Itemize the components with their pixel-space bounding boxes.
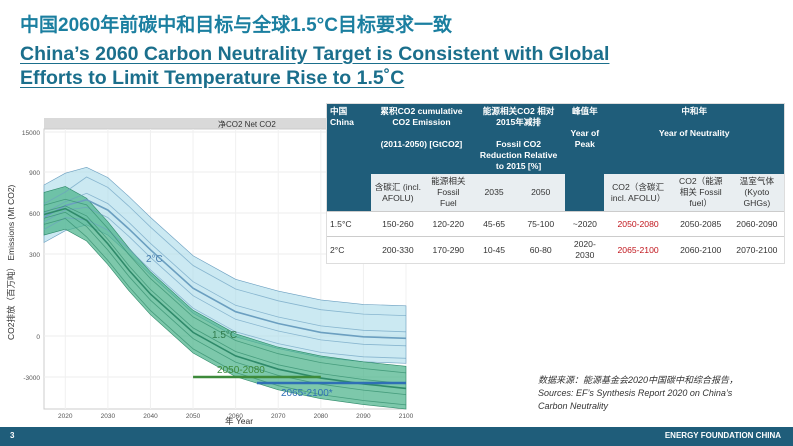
cell: 2070-2100	[729, 236, 784, 263]
y-tick-labels: 15000 900 600 300 0 -3000	[22, 130, 40, 382]
range-label: 2050-2080	[217, 365, 265, 376]
range-annotations: 2050-2080 2065-2100*	[193, 365, 406, 399]
line-2c	[43, 192, 407, 333]
th-blank	[565, 174, 605, 212]
x-tick-label: 2080	[314, 413, 329, 420]
page-number: 3	[10, 431, 15, 440]
y-tick-label: 900	[29, 170, 40, 177]
x-tick-label: 2020	[58, 413, 73, 420]
median-15c	[43, 207, 407, 390]
x-tick-label: 2100	[399, 413, 414, 420]
line-15c	[43, 205, 407, 385]
cell: 2060-2100	[671, 236, 730, 263]
median-2c	[43, 198, 407, 340]
title-chinese: 中国2060年前碳中和目标与全球1.5°C目标要求一致	[20, 15, 453, 36]
title-english-line2: Efforts to Limit Temperature Rise to 1.5…	[20, 67, 405, 89]
y-tick-label: -3000	[23, 375, 40, 382]
cell: ~2020	[565, 211, 605, 237]
line-2c	[43, 217, 407, 359]
x-tick-label: 2050	[186, 413, 201, 420]
x-tick-label: 2040	[143, 413, 158, 420]
th-sub: CO2（含碳汇 incl. AFOLU）	[604, 174, 672, 212]
cell: 1.5°C	[327, 211, 371, 237]
cell: 60-80	[516, 236, 566, 263]
x-tick-label: 2090	[356, 413, 371, 420]
table-row: 2°C 200-330 170-290 10-45 60-80 2020-203…	[327, 236, 784, 263]
org-name: ENERGY FOUNDATION CHINA	[664, 431, 781, 440]
x-tick-label: 2030	[101, 413, 116, 420]
cell: 2060-2090	[729, 211, 784, 237]
band-15c	[43, 186, 407, 410]
th-blank	[327, 174, 371, 212]
y-tick-label: 300	[29, 252, 40, 259]
scenario-bands	[43, 166, 407, 410]
range-label: 2065-2100*	[281, 388, 333, 399]
y-axis-label: CO2排放（百万吨） Emissions (Mt CO2)	[6, 184, 16, 340]
x-tick-label: 2060	[228, 413, 243, 420]
panel-label: 净CO2 Net CO2	[218, 119, 276, 129]
label-15c: 1.5°C	[212, 330, 237, 341]
cell: 10-45	[471, 236, 517, 263]
source-line: Sources: EF’s Synthesis Report 2020 on C…	[538, 388, 733, 398]
cell: 2°C	[327, 236, 371, 263]
cell-highlight: 2065-2100	[604, 236, 672, 263]
title-english: China’s 2060 Carbon Neutrality Target is…	[20, 42, 700, 90]
cell: 120-220	[424, 211, 472, 237]
line-2c	[43, 176, 407, 316]
cell: 75-100	[516, 211, 566, 237]
line-2c	[43, 206, 407, 347]
th-sub: CO2（能源相关 Fossil fuel）	[671, 174, 730, 212]
cell: 45-65	[471, 211, 517, 237]
line-15c	[43, 211, 407, 395]
line-15c	[43, 198, 407, 374]
cell: 2050-2085	[671, 211, 730, 237]
scenario-table: 中国 China 累积CO2 cumulative CO2 Emission (…	[327, 104, 784, 263]
y-tick-label: 0	[36, 334, 40, 341]
x-tick-label: 2070	[271, 413, 286, 420]
th-sub: 含碳汇 (incl. AFOLU)	[371, 174, 425, 212]
th-sub: 能源相关 Fossil Fuel	[424, 174, 472, 212]
source-line: 数据来源：能源基金会2020中国碳中和综合报告，	[538, 375, 739, 385]
th-neutrality: 中和年 Year of Neutrality	[604, 104, 784, 174]
cell-highlight: 2050-2080	[604, 211, 672, 237]
x-axis-label: 年 Year	[225, 416, 253, 426]
th-sub: 2035	[471, 174, 517, 212]
cell: 2020-2030	[565, 236, 605, 263]
table-row: 1.5°C 150-260 120-220 45-65 75-100 ~2020…	[327, 211, 784, 237]
cell: 150-260	[371, 211, 425, 237]
source-line: Carbon Neutrality	[538, 401, 609, 411]
panel-strip	[44, 118, 406, 129]
y-tick-label: 15000	[22, 130, 40, 137]
cell: 200-330	[371, 236, 425, 263]
th-scenario: 中国 China	[327, 104, 371, 174]
th-sub: 温室气体 (Kyoto GHGs)	[729, 174, 784, 212]
th-cumulative: 累积CO2 cumulative CO2 Emission (2011-2050…	[371, 104, 472, 174]
title-english-line1: China’s 2060 Carbon Neutrality Target is…	[20, 43, 610, 65]
cell: 170-290	[424, 236, 472, 263]
y-tick-label: 600	[29, 211, 40, 218]
line-15c	[43, 218, 407, 406]
th-reduction: 能源相关CO2 相对2015年减排 Fossil CO2 Reduction R…	[471, 104, 566, 174]
footer-bar: 3 ENERGY FOUNDATION CHINA	[0, 427, 793, 446]
scenario-lines	[43, 176, 407, 406]
th-sub: 2050	[516, 174, 566, 212]
source-note: 数据来源：能源基金会2020中国碳中和综合报告， Sources: EF’s S…	[538, 374, 778, 413]
x-tick-labels: 2020 2030 2040 2050 2060 2070 2080 2090 2100	[58, 413, 414, 420]
label-2c: 2°C	[146, 254, 163, 265]
th-peak: 峰值年 Year of Peak	[565, 104, 605, 174]
